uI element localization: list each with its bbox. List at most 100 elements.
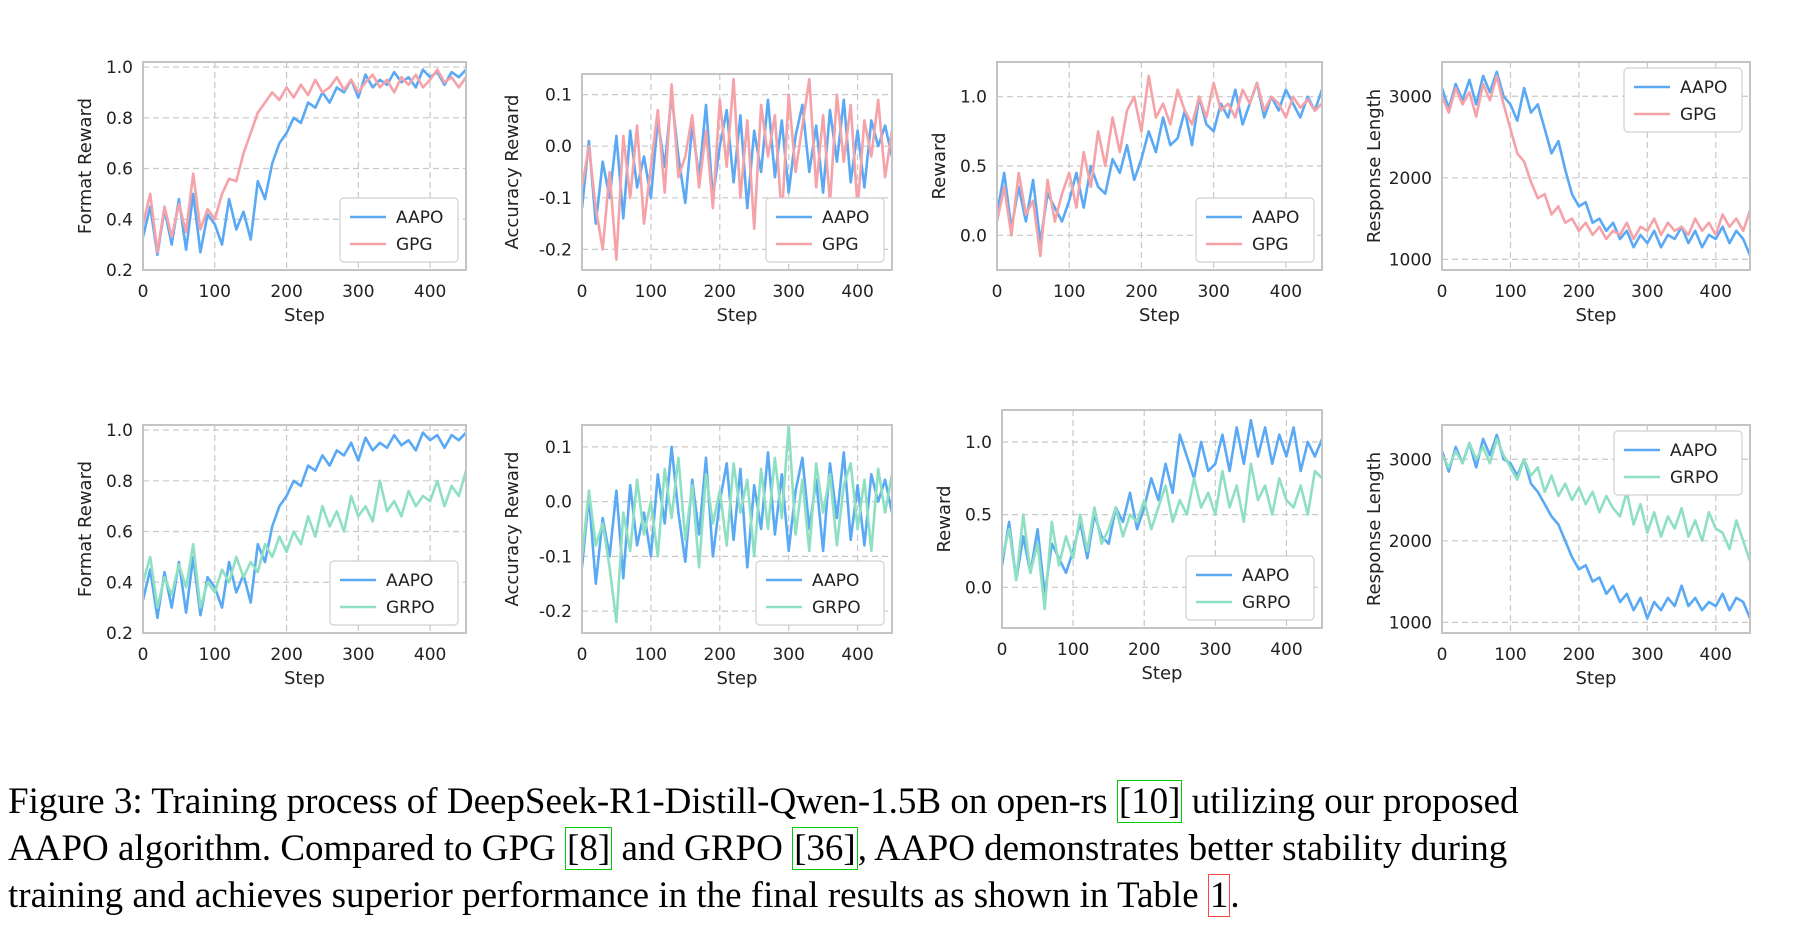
legend: AAPO GPG bbox=[1623, 67, 1743, 133]
series-line-grpo bbox=[143, 470, 466, 609]
x-tick-label: 400 bbox=[1700, 645, 1732, 665]
caption-line-1: Figure 3: Training process of DeepSeek-R… bbox=[8, 778, 1814, 825]
caption-text: , AAPO demonstrates better stability dur… bbox=[857, 828, 1508, 869]
y-tick-label: 2000 bbox=[1389, 169, 1432, 189]
y-tick-label: -0.2 bbox=[539, 602, 572, 622]
legend-label-gpg: GPG bbox=[396, 235, 433, 255]
x-tick-label: 200 bbox=[1125, 282, 1157, 302]
y-tick-label: 1.0 bbox=[960, 88, 987, 108]
series-line-gpg bbox=[997, 74, 1322, 258]
legend-box bbox=[765, 197, 885, 263]
y-tick-label: -0.2 bbox=[539, 240, 572, 260]
plot-frame bbox=[581, 424, 893, 634]
training-curves-figure: 0 100 200 300 400 0.2 0.4 0.6 0.8 1.0 Step Format R… bbox=[75, 58, 1751, 689]
y-axis-label: Accuracy Reward bbox=[502, 452, 523, 607]
x-tick-label: 100 bbox=[1057, 640, 1089, 660]
y-tick-label: 0.1 bbox=[545, 438, 572, 458]
y-tick-label: 0.0 bbox=[545, 137, 572, 157]
x-tick-label: 200 bbox=[270, 282, 302, 302]
y-tick-label: 3000 bbox=[1389, 450, 1432, 470]
x-tick-label: 100 bbox=[635, 645, 667, 665]
x-tick-label: 300 bbox=[772, 282, 804, 302]
x-tick-label: 400 bbox=[841, 645, 873, 665]
y-tick-label: 2000 bbox=[1389, 532, 1432, 552]
legend-box bbox=[1185, 555, 1315, 621]
x-tick-label: 0 bbox=[997, 640, 1008, 660]
y-tick-label: 0.4 bbox=[106, 573, 133, 593]
y-tick-label: 0.2 bbox=[106, 261, 133, 281]
x-tick-label: 400 bbox=[841, 282, 873, 302]
legend-label-grpo: GRPO bbox=[1670, 468, 1719, 488]
table-reference-link[interactable]: 1 bbox=[1207, 874, 1231, 917]
legend: AAPO GRPO bbox=[329, 560, 459, 626]
x-axis-label: Step bbox=[1576, 668, 1617, 689]
legend: AAPO GPG bbox=[765, 197, 885, 263]
x-tick-label: 400 bbox=[1270, 282, 1302, 302]
legend-box bbox=[329, 560, 459, 626]
x-tick-label: 0 bbox=[138, 645, 149, 665]
y-tick-label: 0.2 bbox=[106, 624, 133, 644]
x-tick-label: 300 bbox=[1631, 282, 1663, 302]
series-line-gpg bbox=[143, 68, 466, 254]
x-tick-label: 200 bbox=[1563, 282, 1595, 302]
x-tick-label: 100 bbox=[199, 282, 231, 302]
x-tick-label: 200 bbox=[1128, 640, 1160, 660]
caption-line-2: AAPO algorithm. Compared to GPG [8] and … bbox=[8, 825, 1814, 872]
citation-link[interactable]: [36] bbox=[792, 827, 858, 870]
y-axis-label: Response Length bbox=[1364, 89, 1385, 243]
series-line-gpg bbox=[582, 77, 892, 262]
x-tick-label: 0 bbox=[1437, 645, 1448, 665]
x-axis-label: Step bbox=[1139, 305, 1180, 326]
subplot-2: 0 100 200 300 400 -0.2 -0.1 0.0 0.1 Step Accuracy … bbox=[502, 73, 893, 326]
subplot-4: 0 100 200 300 400 1000 2000 3000 Step Response Le… bbox=[1364, 61, 1751, 326]
y-tick-label: 1000 bbox=[1389, 250, 1432, 270]
x-axis-label: Step bbox=[284, 668, 325, 689]
y-tick-label: 1.0 bbox=[106, 421, 133, 441]
series-line-gpg bbox=[1442, 74, 1750, 241]
x-tick-label: 300 bbox=[342, 282, 374, 302]
legend-label-aapo: AAPO bbox=[1242, 566, 1289, 586]
series-line-aapo bbox=[1442, 433, 1750, 620]
x-tick-label: 200 bbox=[704, 282, 736, 302]
x-axis-label: Step bbox=[717, 668, 758, 689]
subplot-5: 0 100 200 300 400 0.2 0.4 0.6 0.8 1.0 Step Format R… bbox=[75, 421, 467, 689]
subplot-1: 0 100 200 300 400 0.2 0.4 0.6 0.8 1.0 Step Format R… bbox=[75, 58, 467, 326]
caption-text: AAPO algorithm. Compared to GPG bbox=[8, 828, 566, 869]
x-tick-label: 400 bbox=[1700, 282, 1732, 302]
x-tick-label: 300 bbox=[342, 645, 374, 665]
y-tick-label: 1000 bbox=[1389, 613, 1432, 633]
x-axis-label: Step bbox=[717, 305, 758, 326]
legend: AAPO GRPO bbox=[1185, 555, 1315, 621]
x-tick-label: 300 bbox=[1631, 645, 1663, 665]
x-axis-label: Step bbox=[284, 305, 325, 326]
legend: AAPO GRPO bbox=[1613, 430, 1743, 496]
plot-frame bbox=[1441, 61, 1751, 271]
citation-link[interactable]: [10] bbox=[1116, 780, 1183, 823]
plot-frame bbox=[142, 61, 467, 271]
legend-box bbox=[339, 197, 459, 263]
legend-label-grpo: GRPO bbox=[386, 598, 435, 618]
y-tick-label: 0.6 bbox=[106, 160, 133, 180]
legend-box bbox=[1623, 67, 1743, 133]
y-tick-label: 0.0 bbox=[960, 226, 987, 246]
x-tick-label: 400 bbox=[1270, 640, 1302, 660]
subplot-3: 0 100 200 300 400 0.0 0.5 1.0 Step Reward AAPO GPG bbox=[929, 61, 1323, 326]
x-tick-label: 300 bbox=[1197, 282, 1229, 302]
citation-link[interactable]: [8] bbox=[565, 827, 613, 870]
legend-label-grpo: GRPO bbox=[1242, 593, 1291, 613]
x-tick-label: 0 bbox=[577, 645, 588, 665]
legend-label-aapo: AAPO bbox=[1680, 78, 1727, 98]
y-tick-label: -0.1 bbox=[539, 547, 572, 567]
y-tick-label: 0.6 bbox=[106, 523, 133, 543]
y-axis-label: Accuracy Reward bbox=[502, 95, 523, 250]
x-tick-label: 200 bbox=[1563, 645, 1595, 665]
x-tick-label: 0 bbox=[992, 282, 1003, 302]
x-tick-label: 100 bbox=[1494, 282, 1526, 302]
y-axis-label: Reward bbox=[934, 485, 955, 552]
legend-label-gpg: GPG bbox=[1680, 105, 1717, 125]
x-tick-label: 200 bbox=[270, 645, 302, 665]
series-line-grpo bbox=[1002, 462, 1322, 611]
x-tick-label: 300 bbox=[772, 645, 804, 665]
plot-frame bbox=[142, 424, 467, 634]
x-tick-label: 0 bbox=[577, 282, 588, 302]
